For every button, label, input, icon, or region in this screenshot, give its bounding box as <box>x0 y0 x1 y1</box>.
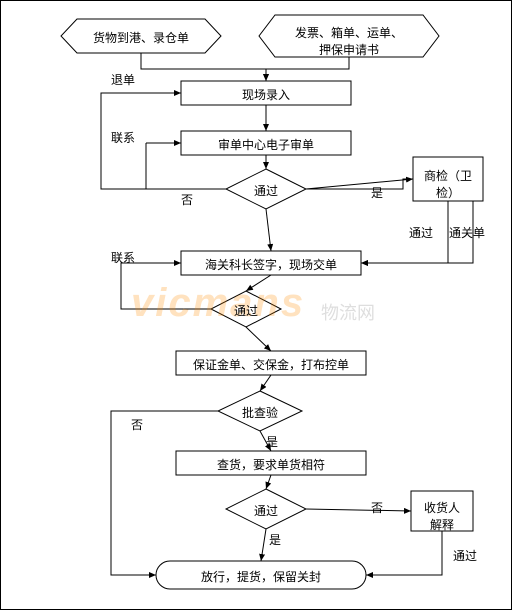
flowchart-canvas: vicmans 物流网 货物到港、录仓单 发票、箱单、运单、 押保申请书 现场录… <box>0 0 512 610</box>
node-doc1-label: 货物到港、录仓单 <box>61 29 221 46</box>
edge-contact2-label: 联系 <box>111 249 135 266</box>
node-step5-label: 查货，要求单货相符 <box>176 456 366 473</box>
node-doc2-label: 发票、箱单、运单、 押保申请书 <box>259 24 439 58</box>
edge-dec4-yes-label: 是 <box>269 531 281 548</box>
edge-contact1-label: 联系 <box>111 129 135 146</box>
node-dec4-label: 通过 <box>226 502 306 519</box>
edge-dec3-no-label: 否 <box>131 416 143 433</box>
node-dec3-label: 批查验 <box>218 404 302 421</box>
edge-recv-pass-label: 通过 <box>453 547 477 564</box>
node-step4-label: 保证金单、交保金，打布控单 <box>176 356 366 373</box>
edge-dec1-no-label: 否 <box>181 191 193 208</box>
node-dec1-label: 通过 <box>226 182 306 199</box>
edge-dec4-no-label: 否 <box>371 499 383 516</box>
edge-dec3-yes-label: 是 <box>266 433 278 450</box>
edge-dec1-yes-label: 是 <box>371 184 383 201</box>
node-final-label: 放行，提货，保留关封 <box>156 568 366 585</box>
node-step2-label: 审单中心电子审单 <box>181 136 351 153</box>
node-step3-label: 海关科长签字，现场交单 <box>181 256 361 273</box>
node-insp-label: 商检（卫 检） <box>413 167 483 201</box>
edge-clearance-label: 通关单 <box>449 224 485 241</box>
edge-return-label: 退单 <box>111 71 135 88</box>
node-recv-label: 收货人 解释 <box>411 499 473 533</box>
edge-insp-pass-label: 通过 <box>409 224 433 241</box>
node-dec2-label: 通过 <box>211 302 281 319</box>
node-step1-label: 现场录入 <box>181 86 351 103</box>
